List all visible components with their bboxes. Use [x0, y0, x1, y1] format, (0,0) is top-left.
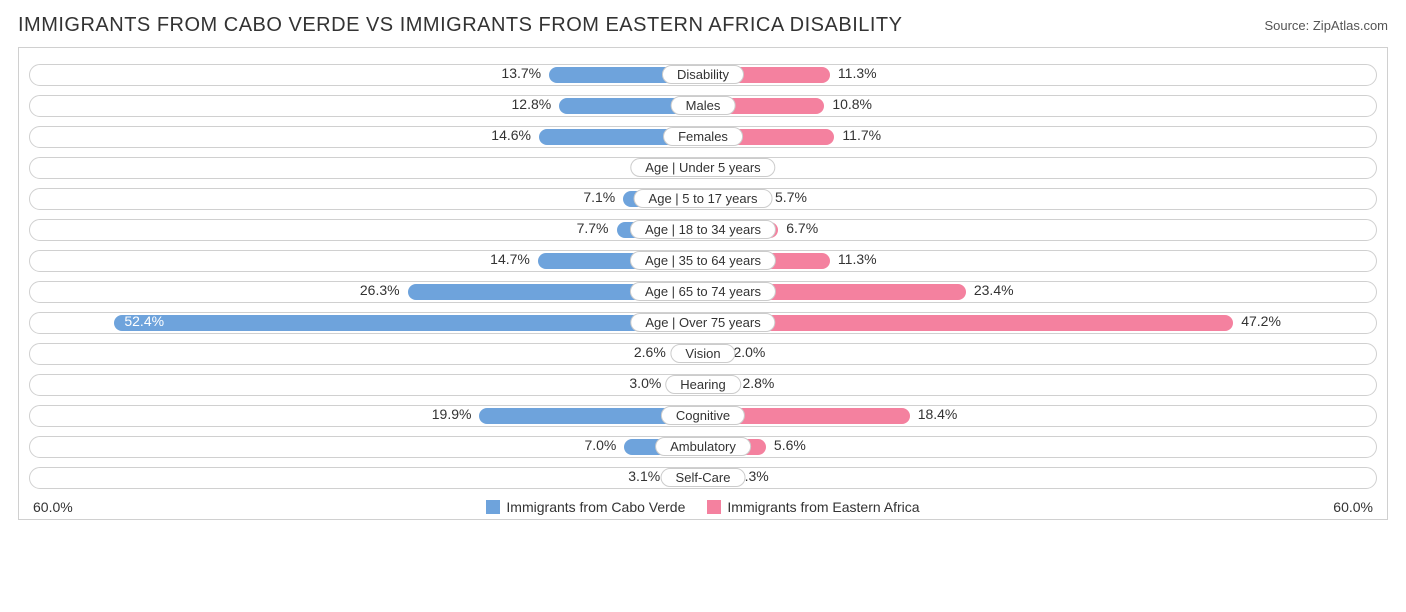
value-right: 18.4% [918, 406, 958, 422]
chart-footer: 60.0% Immigrants from Cabo Verde Immigra… [19, 495, 1387, 515]
value-right: 6.7% [786, 220, 818, 236]
category-label: Age | 18 to 34 years [630, 220, 776, 239]
category-label: Disability [662, 65, 744, 84]
category-label: Self-Care [661, 468, 746, 487]
axis-right-max: 60.0% [1333, 499, 1373, 515]
header: IMMIGRANTS FROM CABO VERDE VS IMMIGRANTS… [0, 0, 1406, 47]
chart-row: 7.1% 5.7%Age | 5 to 17 years [29, 185, 1377, 213]
category-label: Vision [670, 344, 735, 363]
legend-label-left: Immigrants from Cabo Verde [506, 499, 685, 515]
bar-right [703, 315, 1233, 331]
category-label: Males [671, 96, 736, 115]
category-label: Age | Over 75 years [630, 313, 775, 332]
axis-left-max: 60.0% [33, 499, 73, 515]
value-left: 7.7% [577, 220, 609, 236]
value-left: 19.9% [432, 406, 472, 422]
chart-area: 13.7% 11.3% Disability 12.8% 10.8% Males 14.6%… [18, 47, 1388, 520]
legend-swatch-left [486, 500, 500, 514]
value-left: 13.7% [501, 65, 541, 81]
value-right: 23.4% [974, 282, 1014, 298]
chart-row: 7.7% 6.7% Age | 18 to 34 years [29, 216, 1377, 244]
bar-left [114, 315, 703, 331]
chart-row: 26.3% 23.4% Age | 65 to 74 years [29, 278, 1377, 306]
chart-row: 2.6% 2.0%Vision [29, 340, 1377, 368]
value-right: 5.7% [775, 189, 807, 205]
value-left: 14.6% [491, 127, 531, 143]
value-left: 14.7% [490, 251, 530, 267]
category-label: Cognitive [661, 406, 745, 425]
value-left: 7.0% [584, 437, 616, 453]
value-left: 26.3% [360, 282, 400, 298]
value-right: 5.6% [774, 437, 806, 453]
value-left: 3.0% [629, 375, 661, 391]
value-right: 2.0% [733, 344, 765, 360]
category-label: Age | 35 to 64 years [630, 251, 776, 270]
chart-row: 52.4% 47.2% Age | Over 75 years [29, 309, 1377, 337]
chart-title: IMMIGRANTS FROM CABO VERDE VS IMMIGRANTS… [18, 14, 902, 37]
value-right: 47.2% [1241, 313, 1281, 329]
category-label: Hearing [665, 375, 741, 394]
chart-row: 7.0% 5.6% Ambulatory [29, 433, 1377, 461]
legend-label-right: Immigrants from Eastern Africa [727, 499, 919, 515]
chart-row: 14.7% 11.3% Age | 35 to 64 years [29, 247, 1377, 275]
legend-item-right: Immigrants from Eastern Africa [707, 499, 919, 515]
chart-row: 12.8% 10.8% Males [29, 92, 1377, 120]
category-label: Age | 5 to 17 years [634, 189, 773, 208]
value-left: 52.4% [124, 313, 164, 329]
value-right: 11.3% [838, 251, 877, 267]
chart-row: 1.7%1.2%Age | Under 5 years [29, 154, 1377, 182]
chart-row: 3.1%2.3%Self-Care [29, 464, 1377, 492]
chart-row: 3.0% 2.8%Hearing [29, 371, 1377, 399]
chart-row: 13.7% 11.3% Disability [29, 61, 1377, 89]
category-label: Ambulatory [655, 437, 751, 456]
legend-swatch-right [707, 500, 721, 514]
source-attribution: Source: ZipAtlas.com [1264, 18, 1388, 33]
category-label: Females [663, 127, 743, 146]
value-left: 12.8% [512, 96, 552, 112]
value-right: 2.8% [742, 375, 774, 391]
value-right: 11.7% [842, 127, 881, 143]
category-label: Age | 65 to 74 years [630, 282, 776, 301]
legend: Immigrants from Cabo Verde Immigrants fr… [486, 499, 919, 515]
value-left: 2.6% [634, 344, 666, 360]
legend-item-left: Immigrants from Cabo Verde [486, 499, 685, 515]
value-right: 10.8% [832, 96, 872, 112]
value-left: 3.1% [628, 468, 660, 484]
value-right: 11.3% [838, 65, 877, 81]
category-label: Age | Under 5 years [630, 158, 775, 177]
chart-row: 14.6% 11.7% Females [29, 123, 1377, 151]
value-left: 7.1% [583, 189, 615, 205]
chart-row: 19.9% 18.4% Cognitive [29, 402, 1377, 430]
